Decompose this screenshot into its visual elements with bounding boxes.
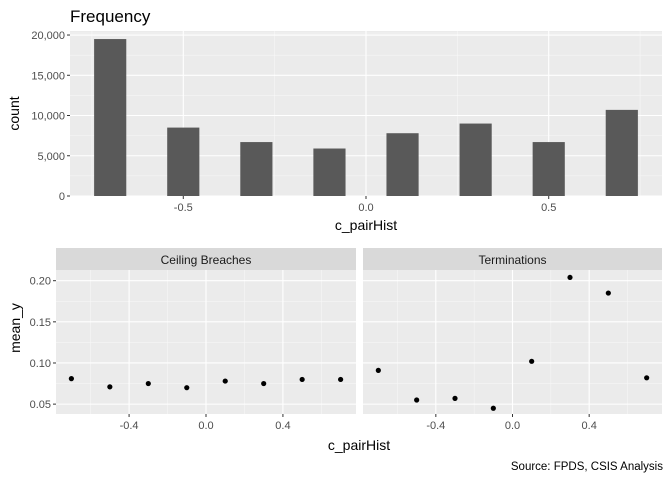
bar: [167, 127, 200, 196]
bar: [532, 142, 565, 196]
mean-y-panel: Ceiling Breaches -0.4 0.0 0.4 0.05 0.10 0.15 0.…: [7, 248, 662, 453]
bar: [313, 148, 346, 196]
data-point: [375, 367, 381, 373]
y-tick-label: 15,000: [31, 70, 65, 82]
x-tick-label: -0.5: [174, 202, 193, 214]
data-point: [338, 376, 344, 383]
frequency-panel: 0 5,000 10,000 15,000 20,000 -0.5 0.0 0.5 Freque…: [6, 7, 662, 233]
y-tick-label: 0.15: [30, 317, 51, 329]
data-point: [644, 375, 650, 381]
data-point: [184, 385, 190, 391]
facet-strip-label: Terminations: [478, 253, 546, 267]
y-axis-title: count: [6, 96, 22, 130]
x-tick-label: 0.0: [198, 420, 213, 432]
y-axis-title: mean_y: [7, 303, 23, 353]
x-tick-label: 0.5: [541, 202, 556, 214]
x-tick-label: -0.4: [120, 420, 139, 432]
facet-strip: [56, 248, 356, 270]
data-point: [107, 384, 113, 390]
data-point: [452, 395, 458, 401]
data-point: [68, 376, 74, 382]
bar: [386, 133, 419, 196]
y-tick-label: 5,000: [37, 151, 65, 163]
x-tick-label: 0.4: [275, 420, 290, 432]
data-point: [145, 380, 151, 387]
x-tick-label: -0.4: [426, 420, 445, 432]
y-tick-label: 0: [59, 191, 65, 203]
y-tick-label: 0.10: [30, 358, 51, 370]
x-tick-label: 0.0: [505, 420, 520, 432]
y-tick-label: 0.20: [30, 276, 51, 288]
data-point: [490, 405, 496, 411]
data-point: [414, 397, 420, 403]
data-point: [605, 290, 611, 296]
data-point: [529, 358, 535, 364]
x-axis-title: c_pairHist: [328, 437, 390, 453]
data-point: [299, 376, 305, 383]
x-tick-label: 0.0: [358, 202, 373, 214]
bar: [240, 142, 273, 196]
y-tick-label: 20,000: [31, 30, 65, 42]
y-tick-label: 0.05: [30, 399, 51, 411]
y-tick-label: 10,000: [31, 111, 65, 123]
data-point: [261, 380, 267, 387]
facet-strip: [363, 248, 662, 270]
data-point: [567, 274, 573, 281]
bar: [94, 39, 127, 196]
bar: [605, 109, 638, 196]
source-caption: Source: FPDS, CSIS Analysis: [511, 461, 663, 473]
bar: [459, 123, 492, 196]
facet-strip-label: Ceiling Breaches: [161, 253, 252, 267]
x-tick-label: 0.4: [582, 420, 597, 432]
data-point: [222, 378, 228, 384]
chart-title: Frequency: [70, 7, 151, 26]
x-axis-title: c_pairHist: [335, 217, 397, 233]
